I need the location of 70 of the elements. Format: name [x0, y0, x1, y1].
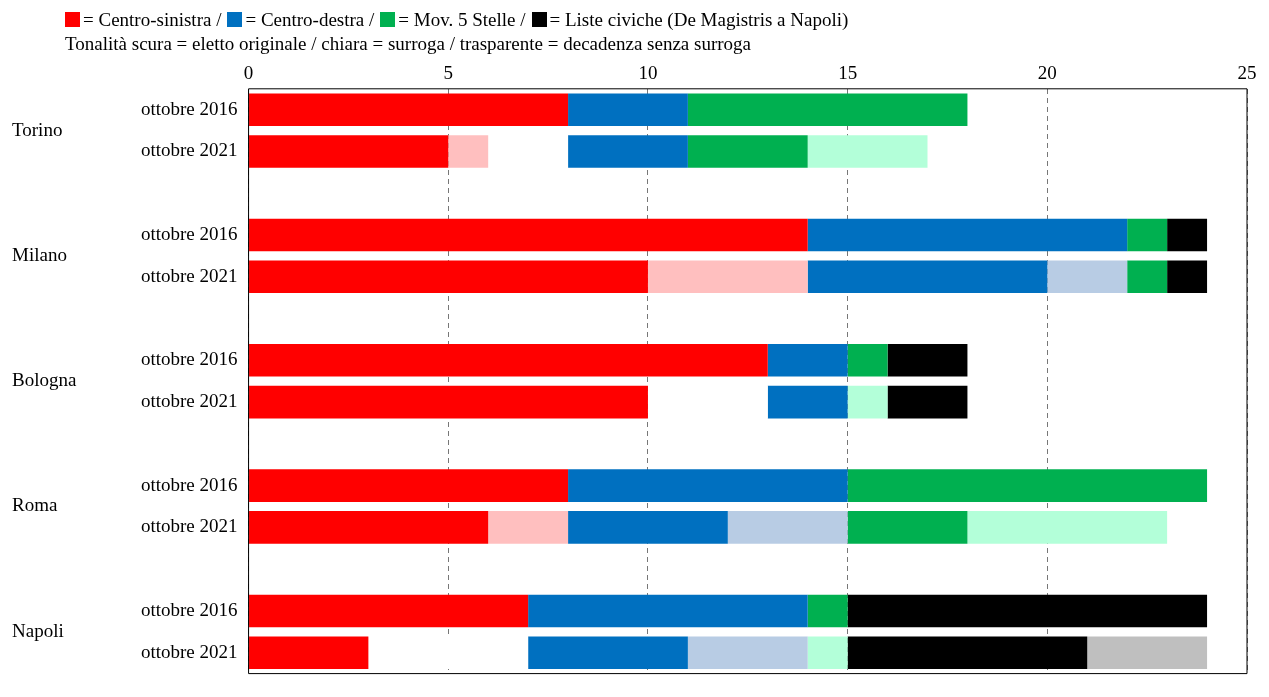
bar — [847, 344, 888, 377]
text: Napoli — [12, 619, 64, 641]
bar — [847, 469, 1208, 502]
bar — [249, 469, 569, 502]
bar — [528, 594, 808, 628]
bar — [647, 260, 808, 294]
bar — [249, 218, 808, 252]
bar — [847, 385, 888, 419]
bar — [887, 385, 968, 419]
legend-label: = Mov. 5 Stelle / — [398, 9, 526, 30]
x-tick-label: 10 — [638, 62, 658, 84]
y-tick-label: ottobre 2016 — [140, 348, 238, 370]
bar — [767, 344, 848, 377]
bar — [727, 511, 848, 544]
bar — [1167, 260, 1208, 294]
bar — [249, 135, 449, 168]
y-tick-label: ottobre 2016 — [140, 97, 238, 119]
x-tick-label: 15 — [838, 62, 858, 84]
y-tick-label: ottobre 2021 — [140, 139, 238, 161]
bar — [1167, 218, 1208, 252]
text: Milano — [12, 243, 67, 265]
y-tick-label: ottobre 2021 — [140, 264, 238, 286]
bar — [807, 260, 1048, 294]
bar — [249, 260, 648, 294]
y-tick-label: ottobre 2021 — [140, 515, 238, 537]
chart-subtitle: Tonalità scura = eletto originale / chiara = surroga / trasparente = decadenza senza surroga — [64, 32, 752, 56]
bar — [967, 511, 1168, 544]
legend-label: = Liste civiche (De Magistris a Napoli) — [549, 9, 849, 30]
y-tick-label: ottobre 2016 — [140, 473, 238, 495]
bar — [249, 636, 369, 670]
y-tick-label: ottobre 2016 — [140, 222, 238, 244]
bar — [807, 135, 928, 168]
bar — [488, 511, 569, 544]
bar — [249, 385, 648, 419]
bar — [807, 218, 1128, 252]
bar — [807, 594, 848, 628]
bar — [807, 636, 848, 670]
text: Torino — [12, 118, 63, 140]
y-tick-label: ottobre 2021 — [140, 390, 238, 412]
bar — [249, 93, 569, 126]
bar — [568, 135, 688, 168]
bar — [847, 594, 1208, 628]
x-tick-label: 25 — [1237, 62, 1257, 84]
bar — [568, 93, 688, 126]
bar — [1047, 260, 1128, 294]
bar — [767, 385, 848, 419]
y-tick-label: ottobre 2021 — [140, 640, 238, 662]
bar — [1127, 218, 1168, 252]
bar — [887, 344, 968, 377]
y-tick-label: ottobre 2016 — [140, 598, 238, 620]
bar — [249, 344, 768, 377]
bar — [249, 511, 489, 544]
bar — [448, 135, 489, 168]
text: Bologna — [12, 369, 77, 391]
x-tick-label: 20 — [1037, 62, 1057, 84]
bar — [568, 511, 728, 544]
legend-label: = Centro-destra / — [245, 9, 375, 30]
text: Roma — [12, 494, 58, 516]
legend-label: = Centro-sinistra / — [83, 9, 222, 30]
bar — [568, 469, 848, 502]
bar — [847, 636, 1088, 670]
bar — [687, 93, 968, 126]
bar — [847, 511, 968, 544]
bar — [687, 636, 808, 670]
x-tick-label: 0 — [243, 62, 254, 84]
bar — [1127, 260, 1168, 294]
x-tick-label: 5 — [443, 62, 453, 84]
bar — [1087, 636, 1208, 670]
bar — [687, 135, 808, 168]
bar — [249, 594, 529, 628]
